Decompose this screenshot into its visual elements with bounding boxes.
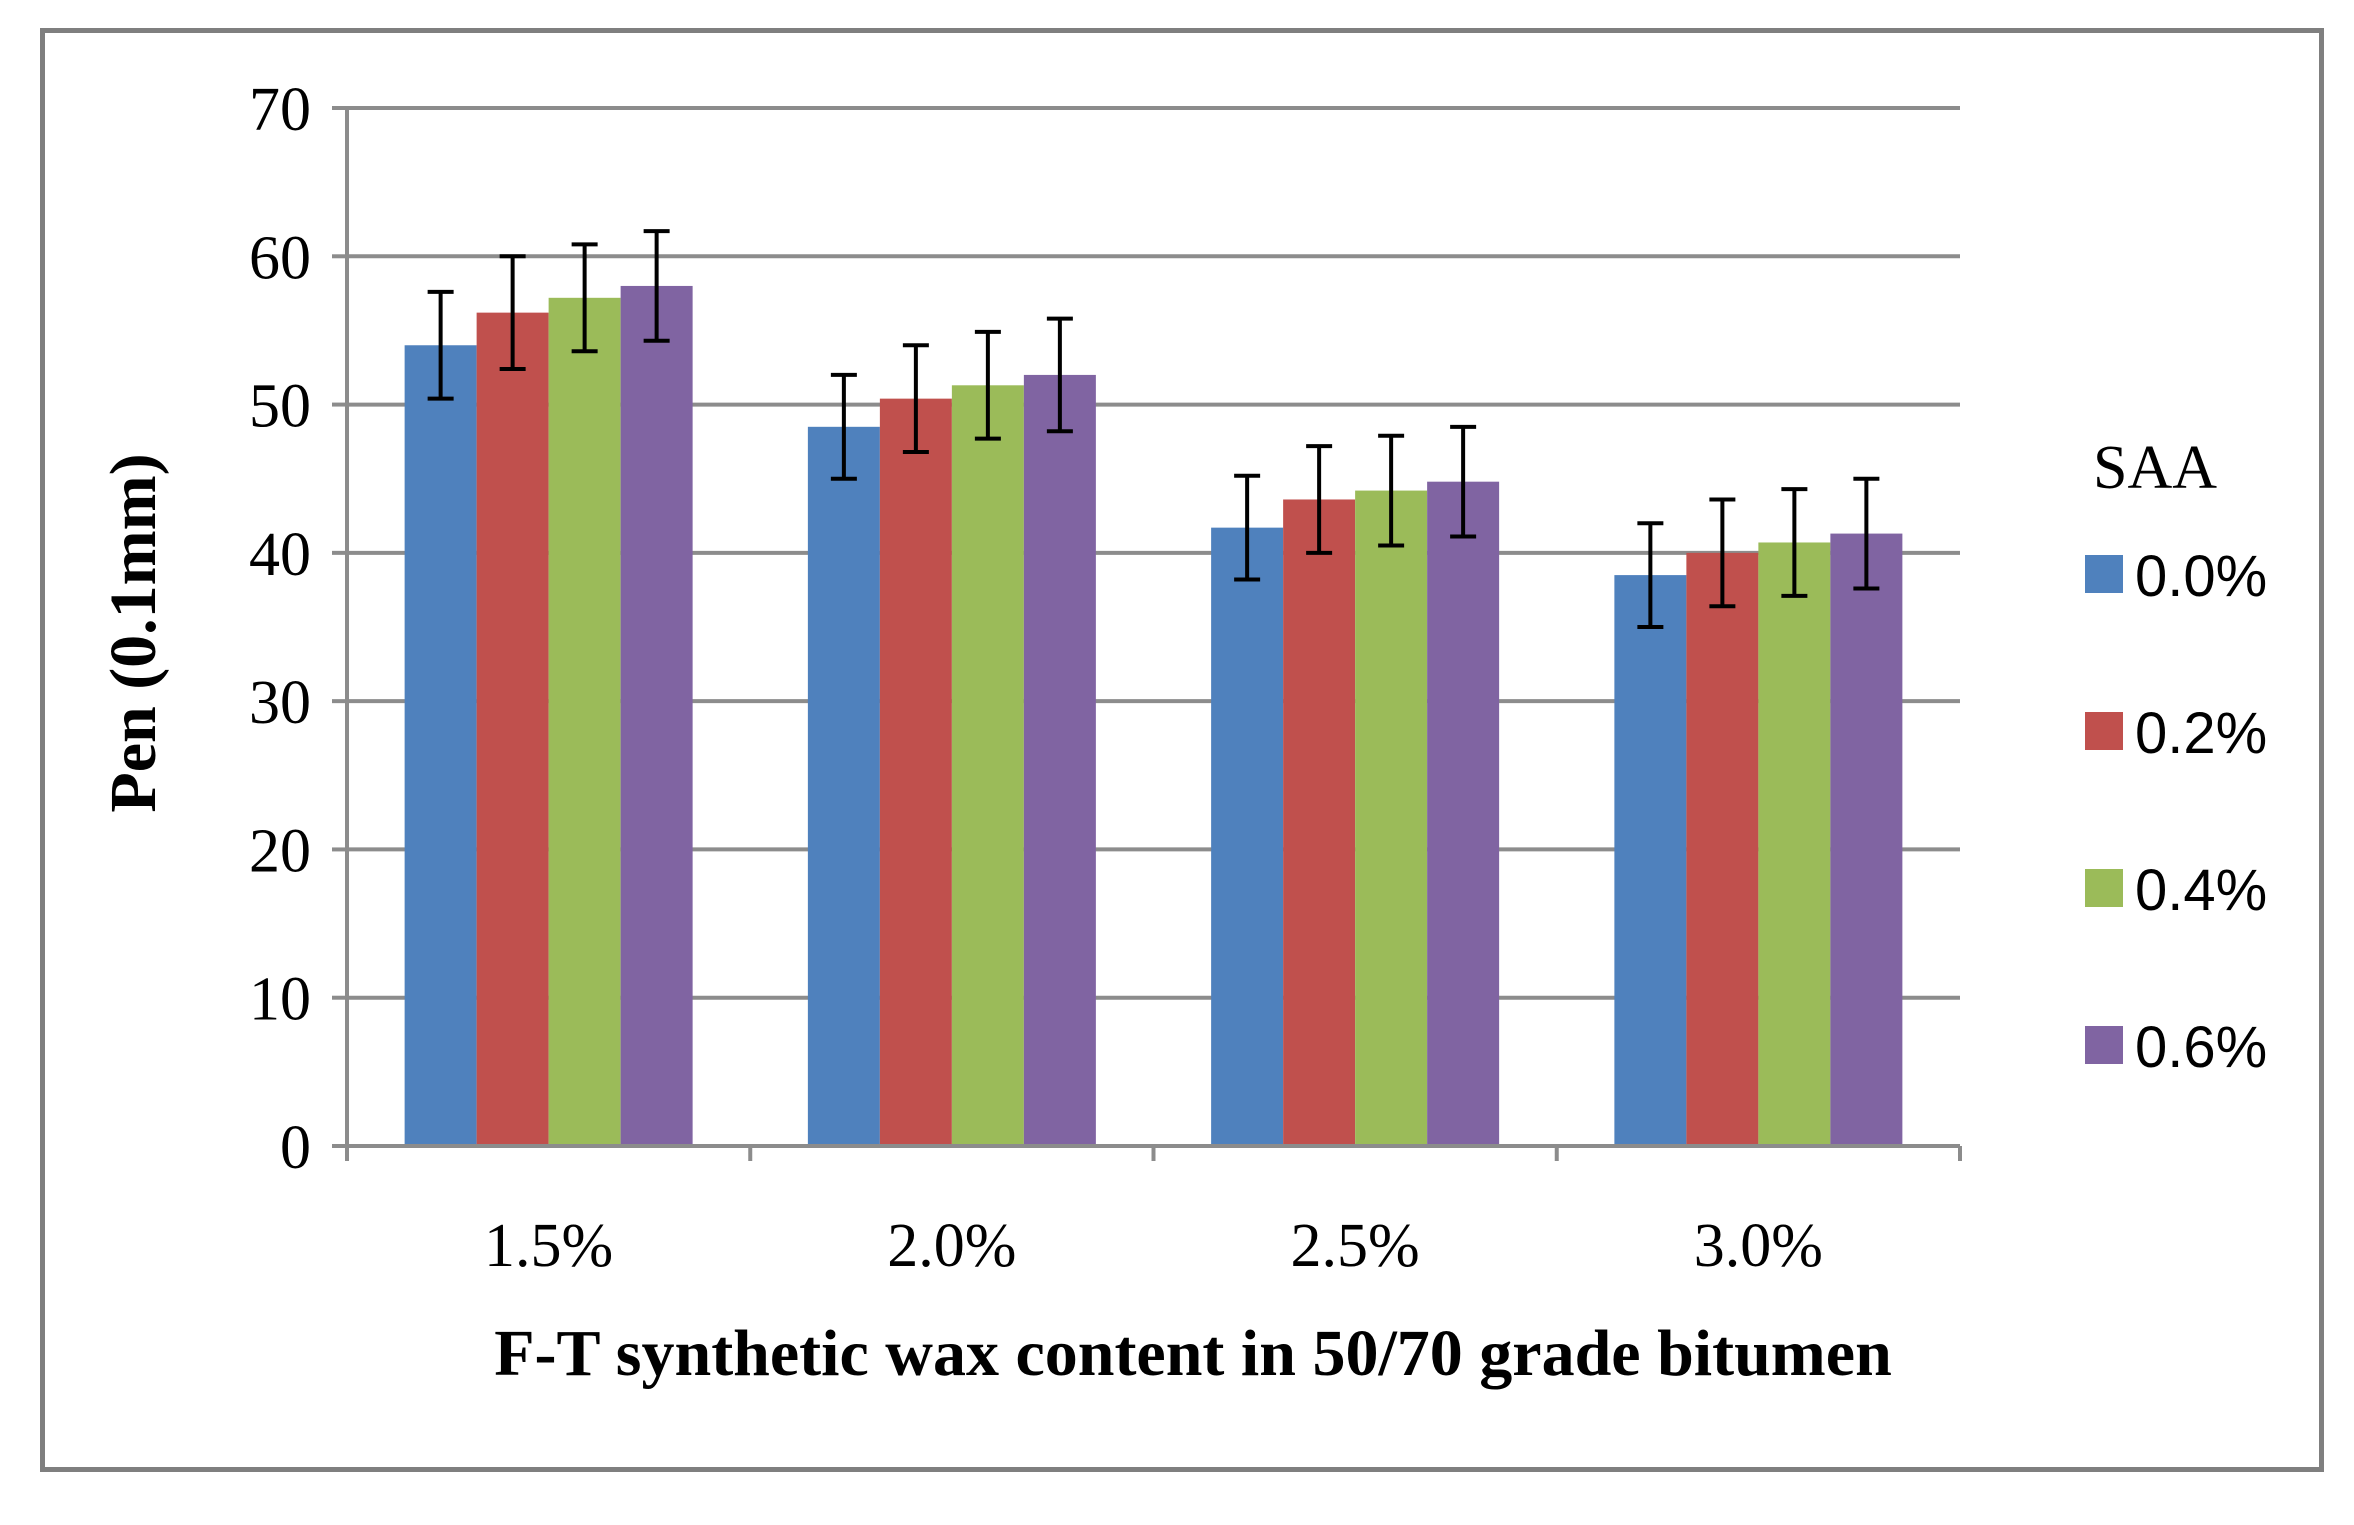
bar xyxy=(404,345,477,1146)
bar xyxy=(879,398,952,1146)
legend-title: SAA xyxy=(2093,434,2217,502)
bar xyxy=(1427,481,1500,1146)
legend-item: 0.2% xyxy=(2085,701,2267,766)
legend-label: 0.2% xyxy=(2135,701,2267,766)
legend-label: 0.6% xyxy=(2135,1015,2267,1080)
error-bar xyxy=(571,242,598,354)
error-bar xyxy=(1450,424,1477,539)
bar xyxy=(1355,490,1428,1146)
legend-item: 0.6% xyxy=(2085,1015,2267,1080)
legend-item: 0.4% xyxy=(2085,858,2267,923)
bar xyxy=(548,297,621,1146)
error-bar xyxy=(974,329,1001,441)
bar xyxy=(620,285,693,1146)
x-tick-label: 2.5% xyxy=(1291,1212,1420,1280)
bar xyxy=(1758,542,1831,1146)
error-bar xyxy=(427,289,454,401)
y-tick-label: 50 xyxy=(249,373,311,441)
legend: SAA 0.0% 0.2% 0.4% 0.6% xyxy=(2085,434,2267,1080)
error-bar xyxy=(1378,433,1405,548)
y-tick-label: 0 xyxy=(280,1114,311,1182)
error-bar xyxy=(1637,521,1664,629)
error-bar xyxy=(1306,444,1333,555)
legend-label: 0.4% xyxy=(2135,858,2267,923)
y-tick-label: 30 xyxy=(249,669,311,737)
bar xyxy=(1211,527,1284,1146)
error-bar xyxy=(902,343,929,455)
bar xyxy=(1023,374,1096,1146)
legend-swatch xyxy=(2085,555,2123,593)
y-tick-label: 40 xyxy=(249,521,311,589)
legend-label: 0.0% xyxy=(2135,544,2267,609)
y-tick-label: 60 xyxy=(249,224,311,292)
bar xyxy=(807,426,880,1146)
error-bar xyxy=(1853,476,1880,591)
error-bar xyxy=(643,229,670,343)
x-axis-label: F-T synthetic wax content in 50/70 grade… xyxy=(494,1317,1892,1390)
error-bar xyxy=(1709,497,1736,609)
error-bar xyxy=(1046,316,1073,434)
y-tick-label: 70 xyxy=(249,76,311,144)
y-axis-label: Pen (0.1mm) xyxy=(97,453,170,812)
error-bar xyxy=(1234,473,1261,582)
bar xyxy=(1614,575,1687,1146)
bar xyxy=(1283,499,1356,1147)
legend-swatch xyxy=(2085,1026,2123,1064)
bars xyxy=(404,285,1903,1147)
error-bar xyxy=(499,254,526,371)
legend-swatch xyxy=(2085,712,2123,750)
legend-item: 0.0% xyxy=(2085,544,2267,609)
bar xyxy=(476,312,549,1146)
bar xyxy=(951,385,1024,1146)
bar xyxy=(1830,533,1903,1146)
error-bar xyxy=(830,372,857,481)
y-tick-label: 20 xyxy=(249,817,311,885)
x-tick-label: 2.0% xyxy=(887,1212,1016,1280)
legend-swatch xyxy=(2085,869,2123,907)
bar xyxy=(1686,552,1759,1146)
y-tick-label: 10 xyxy=(249,966,311,1034)
error-bars xyxy=(427,229,1880,629)
axes: 0 10 20 30 40 50 60 70 1.5% 2.0% 2.5% 3.0% xyxy=(249,76,1962,1280)
x-tick-label: 1.5% xyxy=(484,1212,613,1280)
error-bar xyxy=(1781,487,1808,598)
x-tick-label: 3.0% xyxy=(1694,1212,1823,1280)
